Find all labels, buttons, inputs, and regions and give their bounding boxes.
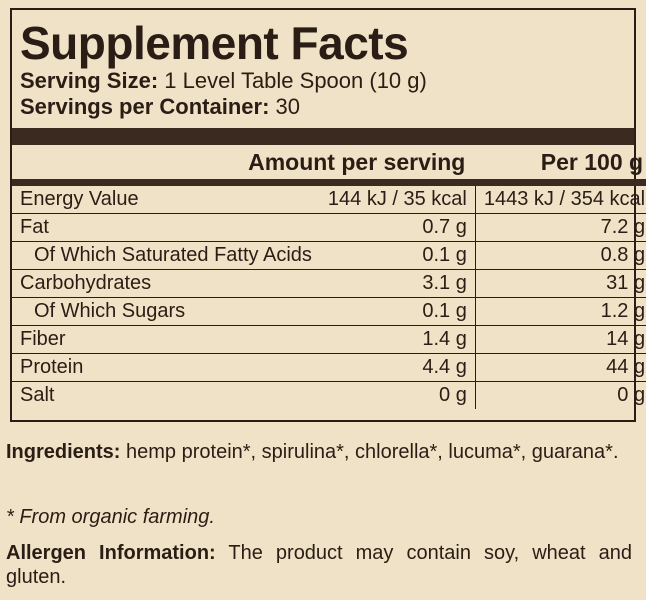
table-row: Of Which Saturated Fatty Acids 0.1 g 0.8 g bbox=[12, 241, 646, 270]
table-cell: Salt bbox=[20, 384, 55, 406]
text: hemp protein*, spirulina*, chlorella*, l… bbox=[126, 441, 619, 463]
table-cell: 0 g bbox=[319, 381, 476, 409]
table-cell: 0.1 g bbox=[319, 241, 476, 270]
table-row: Protein 4.4 g 44 g bbox=[12, 353, 646, 382]
text: The product may contain soy, wheat and g… bbox=[6, 542, 632, 588]
title: Supplement Facts bbox=[20, 17, 409, 69]
table-row: Energy Value 144 kJ / 35 kcal 1443 kJ / 35… bbox=[12, 182, 646, 214]
header: Per 100 g bbox=[475, 145, 646, 186]
table-cell: Of Which Sugars bbox=[12, 297, 320, 326]
table-row: Salt 0 g 0 g bbox=[12, 381, 646, 409]
label: Serving Size: bbox=[20, 68, 159, 93]
ingredients: Ingredients: hemp protein*, spirulina*, … bbox=[6, 440, 632, 464]
table-cell: 0 g bbox=[617, 384, 646, 406]
note: * From organic farming. bbox=[6, 506, 215, 528]
table-cell: 31 g bbox=[475, 269, 646, 298]
table-cell: Fiber bbox=[12, 325, 320, 354]
table-cell: 144 kJ / 35 kcal bbox=[319, 182, 476, 214]
table-cell: Carbohydrates bbox=[12, 269, 320, 298]
table-cell: Fat bbox=[12, 213, 320, 242]
servings-per-container: Servings per Container: 30 bbox=[20, 94, 634, 120]
table-cell: 7.2 g bbox=[475, 213, 646, 242]
allergen-information: Allergen Information: The product may co… bbox=[6, 541, 632, 589]
label: Ingredients: bbox=[6, 441, 121, 463]
table-cell: 1.2 g bbox=[475, 297, 646, 326]
header: Amount per serving bbox=[12, 145, 476, 186]
table-cell: 0.7 g bbox=[319, 213, 476, 242]
divider bbox=[12, 128, 634, 145]
table-cell: 44 g bbox=[475, 353, 646, 382]
label: Allergen Information: bbox=[6, 542, 216, 564]
table-cell: Protein bbox=[12, 353, 320, 382]
table-cell: Energy Value bbox=[12, 182, 320, 214]
table-cell: 1443 kJ / 354 kcal bbox=[475, 182, 646, 214]
serving-size: Serving Size: 1 Level Table Spoon (10 g) bbox=[20, 68, 634, 94]
table-row: Carbohydrates 3.1 g 31 g bbox=[12, 269, 646, 298]
table-cell: 0.8 g bbox=[475, 241, 646, 270]
table-cell: 1.4 g bbox=[319, 325, 476, 354]
table-row: Of Which Sugars 0.1 g 1.2 g bbox=[12, 297, 646, 326]
table-cell: 4.4 g bbox=[319, 353, 476, 382]
table-row: Fat 0.7 g 7.2 g bbox=[12, 213, 646, 242]
value: 30 bbox=[275, 94, 300, 119]
table-cell: 0.1 g bbox=[319, 297, 476, 326]
nutrition-table: Amount per serving Per 100 g Energy Valu… bbox=[12, 145, 646, 409]
table-cell: Of Which Saturated Fatty Acids bbox=[12, 241, 320, 270]
table-cell: 14 g bbox=[475, 325, 646, 354]
facts-panel: Supplement Facts Serving Size: 1 Level T… bbox=[10, 8, 646, 422]
value: 1 Level Table Spoon (10 g) bbox=[164, 68, 427, 93]
table-cell: 3.1 g bbox=[319, 269, 476, 298]
label: Servings per Container: bbox=[20, 94, 270, 119]
table-row: Fiber 1.4 g 14 g bbox=[12, 325, 646, 354]
